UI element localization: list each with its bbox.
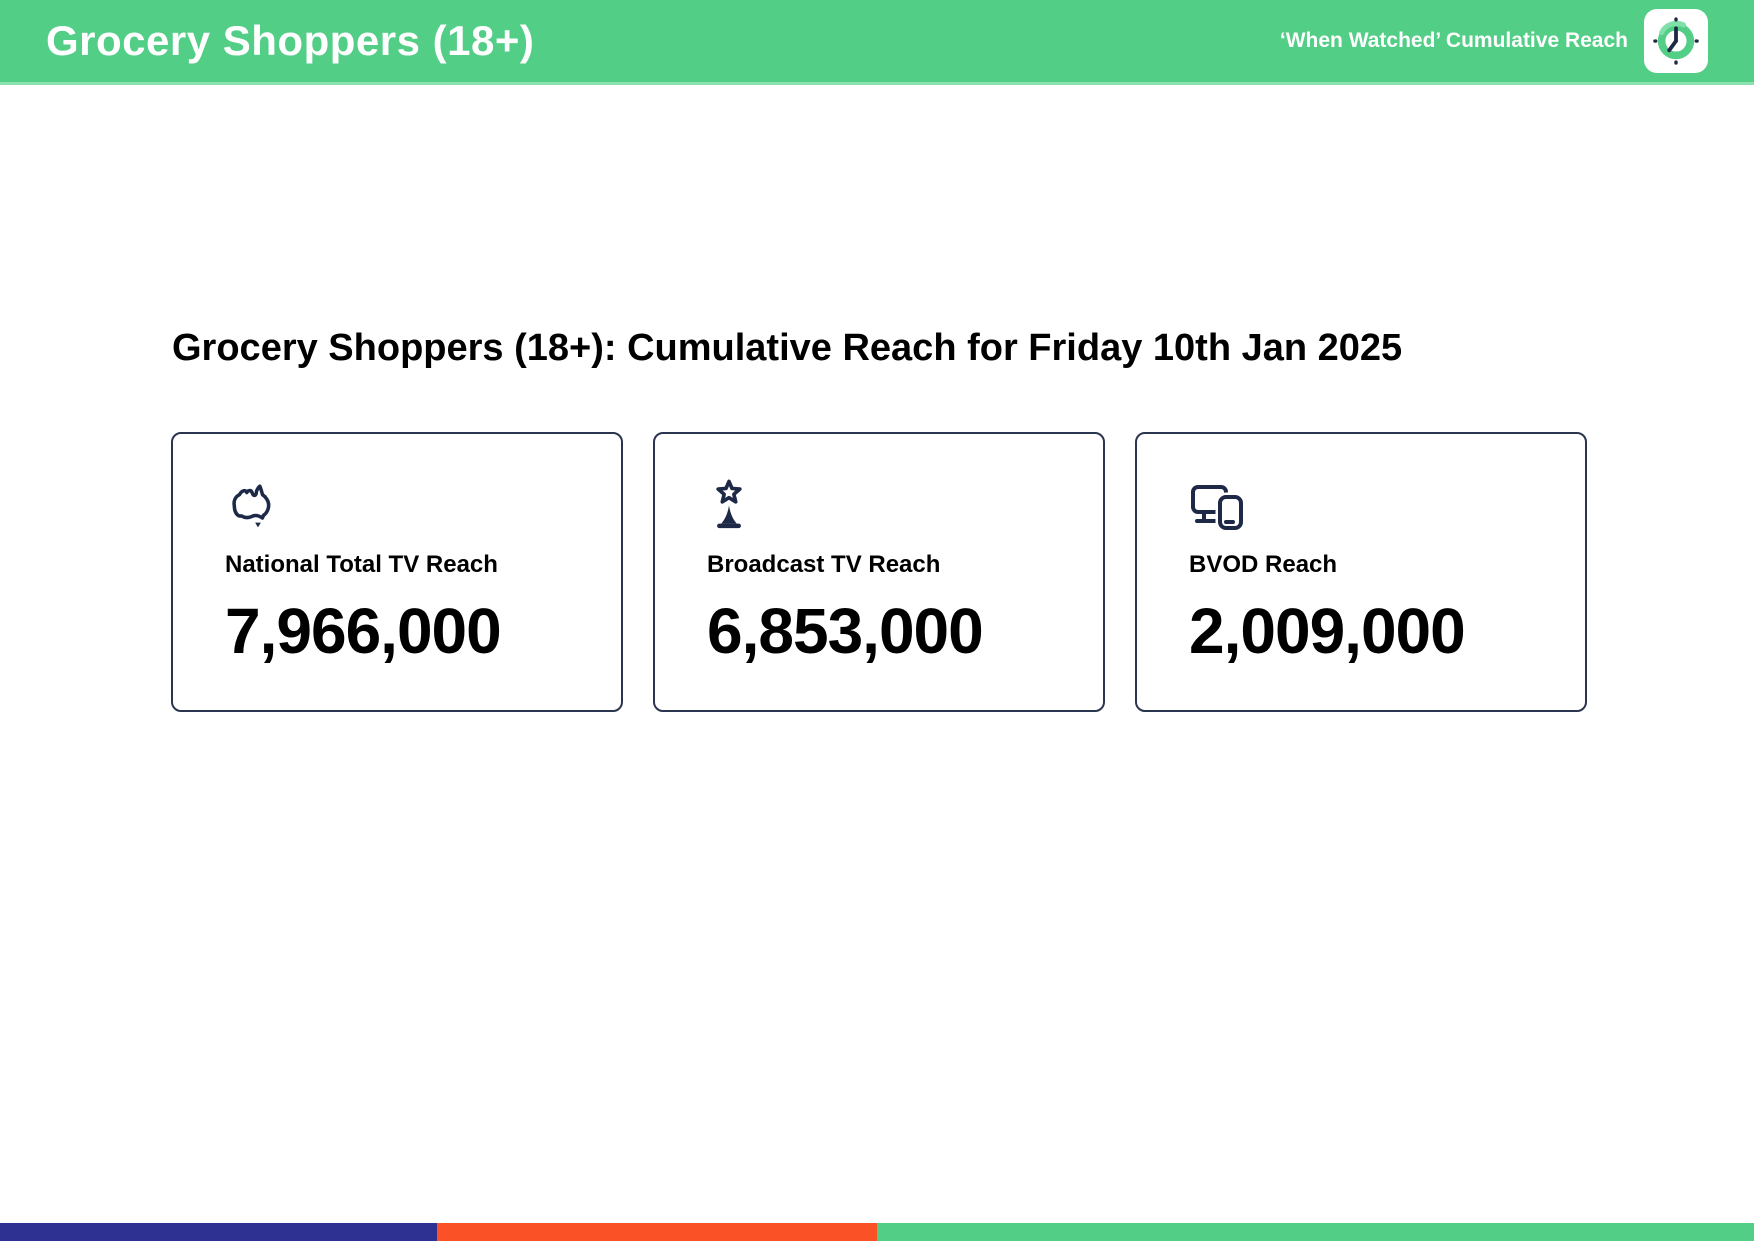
page-title: Grocery Shoppers (18+): Cumulative Reach… <box>172 327 1403 369</box>
footer-bar-orange-segment <box>436 1223 877 1241</box>
kpi-value: 6,853,000 <box>707 595 984 667</box>
australia-map-icon <box>225 478 591 540</box>
devices-icon <box>1189 478 1555 540</box>
kpi-card-national-total-tv: National Total TV Reach 7,966,000 <box>171 432 623 712</box>
kpi-label: Broadcast TV Reach <box>707 551 941 578</box>
app-header: Grocery Shoppers (18+) ‘When Watched’ Cu… <box>0 0 1754 85</box>
kpi-label: BVOD Reach <box>1189 551 1338 578</box>
footer-brand-bar <box>0 1223 1754 1241</box>
kpi-value: 7,966,000 <box>225 595 502 667</box>
kpi-value: 2,009,000 <box>1189 595 1466 667</box>
broadcast-tower-icon <box>707 478 1073 540</box>
kpi-cards-row: National Total TV Reach 7,966,000 Broadc… <box>171 432 1587 712</box>
kpi-card-broadcast-tv: Broadcast TV Reach 6,853,000 <box>653 432 1105 712</box>
header-right-group: ‘When Watched’ Cumulative Reach <box>1280 9 1708 73</box>
footer-bar-green-segment <box>876 1223 1754 1241</box>
header-title: Grocery Shoppers (18+) <box>46 17 535 64</box>
footer-bar-blue-segment <box>0 1223 437 1241</box>
kpi-label: National Total TV Reach <box>225 551 498 578</box>
kpi-card-bvod: BVOD Reach 2,009,000 <box>1135 432 1587 712</box>
clock-icon <box>1644 9 1708 73</box>
header-subtitle: ‘When Watched’ Cumulative Reach <box>1279 29 1628 52</box>
